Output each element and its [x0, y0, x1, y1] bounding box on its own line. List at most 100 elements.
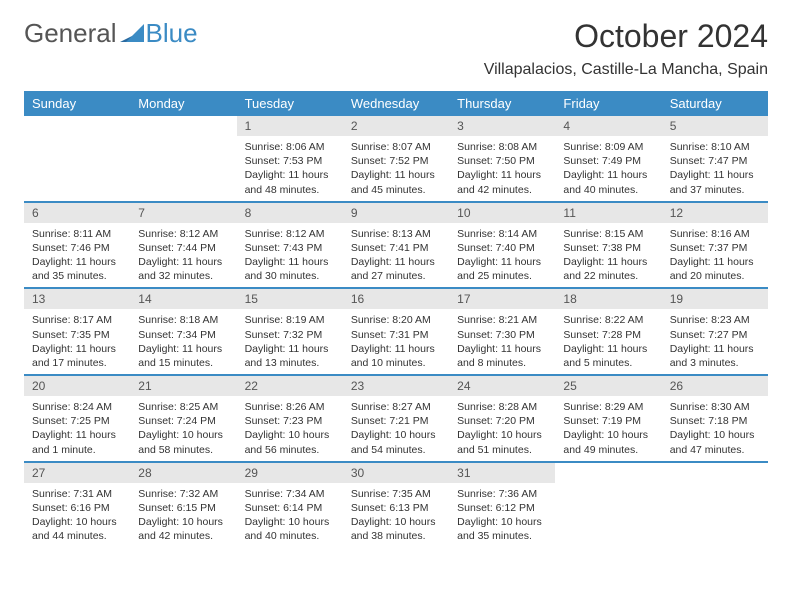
day-body: Sunrise: 8:28 AMSunset: 7:20 PMDaylight:… [449, 396, 555, 461]
day-cell: 18Sunrise: 8:22 AMSunset: 7:28 PMDayligh… [555, 289, 661, 374]
title-block: October 2024 Villapalacios, Castille-La … [484, 18, 768, 79]
day-header-cell: Sunday [24, 91, 130, 116]
daylight-line: Daylight: 10 hours and 44 minutes. [32, 515, 122, 543]
sunset-line: Sunset: 7:37 PM [670, 241, 760, 255]
logo-text-blue: Blue [146, 18, 198, 49]
week-row: 20Sunrise: 8:24 AMSunset: 7:25 PMDayligh… [24, 374, 768, 461]
daylight-line: Daylight: 10 hours and 42 minutes. [138, 515, 228, 543]
sunrise-line: Sunrise: 8:11 AM [32, 227, 122, 241]
day-body: Sunrise: 8:07 AMSunset: 7:52 PMDaylight:… [343, 136, 449, 201]
day-cell: 23Sunrise: 8:27 AMSunset: 7:21 PMDayligh… [343, 376, 449, 461]
day-header-cell: Tuesday [237, 91, 343, 116]
daylight-line: Daylight: 11 hours and 13 minutes. [245, 342, 335, 370]
sunrise-line: Sunrise: 8:09 AM [563, 140, 653, 154]
daylight-line: Daylight: 10 hours and 51 minutes. [457, 428, 547, 456]
day-body: Sunrise: 8:11 AMSunset: 7:46 PMDaylight:… [24, 223, 130, 288]
day-body: Sunrise: 8:23 AMSunset: 7:27 PMDaylight:… [662, 309, 768, 374]
day-body: Sunrise: 8:16 AMSunset: 7:37 PMDaylight:… [662, 223, 768, 288]
day-body: Sunrise: 8:06 AMSunset: 7:53 PMDaylight:… [237, 136, 343, 201]
day-number: 28 [130, 463, 236, 483]
day-body: Sunrise: 8:14 AMSunset: 7:40 PMDaylight:… [449, 223, 555, 288]
day-cell: 28Sunrise: 7:32 AMSunset: 6:15 PMDayligh… [130, 463, 236, 548]
day-body: Sunrise: 8:26 AMSunset: 7:23 PMDaylight:… [237, 396, 343, 461]
sunrise-line: Sunrise: 8:06 AM [245, 140, 335, 154]
day-number: 18 [555, 289, 661, 309]
sunrise-line: Sunrise: 8:10 AM [670, 140, 760, 154]
sunrise-line: Sunrise: 8:20 AM [351, 313, 441, 327]
day-header-cell: Friday [555, 91, 661, 116]
sunrise-line: Sunrise: 8:25 AM [138, 400, 228, 414]
day-cell: 16Sunrise: 8:20 AMSunset: 7:31 PMDayligh… [343, 289, 449, 374]
day-body: Sunrise: 8:15 AMSunset: 7:38 PMDaylight:… [555, 223, 661, 288]
daylight-line: Daylight: 11 hours and 15 minutes. [138, 342, 228, 370]
day-cell: 12Sunrise: 8:16 AMSunset: 7:37 PMDayligh… [662, 203, 768, 288]
day-number: 17 [449, 289, 555, 309]
daylight-line: Daylight: 11 hours and 22 minutes. [563, 255, 653, 283]
day-number: 1 [237, 116, 343, 136]
day-cell: 7Sunrise: 8:12 AMSunset: 7:44 PMDaylight… [130, 203, 236, 288]
day-cell [24, 116, 130, 201]
sunset-line: Sunset: 7:18 PM [670, 414, 760, 428]
sunset-line: Sunset: 6:13 PM [351, 501, 441, 515]
sunrise-line: Sunrise: 8:27 AM [351, 400, 441, 414]
day-cell: 6Sunrise: 8:11 AMSunset: 7:46 PMDaylight… [24, 203, 130, 288]
day-body: Sunrise: 8:10 AMSunset: 7:47 PMDaylight:… [662, 136, 768, 201]
day-body: Sunrise: 8:09 AMSunset: 7:49 PMDaylight:… [555, 136, 661, 201]
day-body: Sunrise: 8:30 AMSunset: 7:18 PMDaylight:… [662, 396, 768, 461]
sunset-line: Sunset: 7:25 PM [32, 414, 122, 428]
daylight-line: Daylight: 11 hours and 8 minutes. [457, 342, 547, 370]
day-body: Sunrise: 8:13 AMSunset: 7:41 PMDaylight:… [343, 223, 449, 288]
daylight-line: Daylight: 11 hours and 1 minute. [32, 428, 122, 456]
daylight-line: Daylight: 10 hours and 38 minutes. [351, 515, 441, 543]
sunrise-line: Sunrise: 8:24 AM [32, 400, 122, 414]
sunrise-line: Sunrise: 7:34 AM [245, 487, 335, 501]
day-body: Sunrise: 8:08 AMSunset: 7:50 PMDaylight:… [449, 136, 555, 201]
header: General Blue October 2024 Villapalacios,… [24, 18, 768, 79]
day-cell [130, 116, 236, 201]
day-number: 29 [237, 463, 343, 483]
day-number: 26 [662, 376, 768, 396]
sunset-line: Sunset: 7:50 PM [457, 154, 547, 168]
calendar-page: General Blue October 2024 Villapalacios,… [0, 0, 792, 612]
day-number: 9 [343, 203, 449, 223]
day-number: 23 [343, 376, 449, 396]
sunrise-line: Sunrise: 8:08 AM [457, 140, 547, 154]
day-header-cell: Saturday [662, 91, 768, 116]
day-cell: 15Sunrise: 8:19 AMSunset: 7:32 PMDayligh… [237, 289, 343, 374]
day-cell: 11Sunrise: 8:15 AMSunset: 7:38 PMDayligh… [555, 203, 661, 288]
day-cell: 21Sunrise: 8:25 AMSunset: 7:24 PMDayligh… [130, 376, 236, 461]
sunset-line: Sunset: 6:16 PM [32, 501, 122, 515]
sunrise-line: Sunrise: 8:28 AM [457, 400, 547, 414]
day-number: 31 [449, 463, 555, 483]
sunset-line: Sunset: 7:20 PM [457, 414, 547, 428]
day-number: 27 [24, 463, 130, 483]
week-row: 27Sunrise: 7:31 AMSunset: 6:16 PMDayligh… [24, 461, 768, 548]
day-number: 8 [237, 203, 343, 223]
day-body: Sunrise: 7:32 AMSunset: 6:15 PMDaylight:… [130, 483, 236, 548]
day-body: Sunrise: 8:24 AMSunset: 7:25 PMDaylight:… [24, 396, 130, 461]
sunset-line: Sunset: 7:38 PM [563, 241, 653, 255]
daylight-line: Daylight: 11 hours and 27 minutes. [351, 255, 441, 283]
day-header-row: SundayMondayTuesdayWednesdayThursdayFrid… [24, 91, 768, 116]
sunset-line: Sunset: 7:47 PM [670, 154, 760, 168]
sunset-line: Sunset: 7:34 PM [138, 328, 228, 342]
location: Villapalacios, Castille-La Mancha, Spain [484, 61, 768, 79]
logo-text-general: General [24, 18, 117, 49]
day-cell: 3Sunrise: 8:08 AMSunset: 7:50 PMDaylight… [449, 116, 555, 201]
day-body: Sunrise: 7:36 AMSunset: 6:12 PMDaylight:… [449, 483, 555, 548]
sunrise-line: Sunrise: 7:32 AM [138, 487, 228, 501]
day-number: 6 [24, 203, 130, 223]
daylight-line: Daylight: 10 hours and 54 minutes. [351, 428, 441, 456]
day-cell: 14Sunrise: 8:18 AMSunset: 7:34 PMDayligh… [130, 289, 236, 374]
calendar: SundayMondayTuesdayWednesdayThursdayFrid… [24, 91, 768, 547]
day-cell: 9Sunrise: 8:13 AMSunset: 7:41 PMDaylight… [343, 203, 449, 288]
day-cell: 20Sunrise: 8:24 AMSunset: 7:25 PMDayligh… [24, 376, 130, 461]
sunset-line: Sunset: 6:14 PM [245, 501, 335, 515]
day-number: 13 [24, 289, 130, 309]
day-body: Sunrise: 8:12 AMSunset: 7:44 PMDaylight:… [130, 223, 236, 288]
day-number: 3 [449, 116, 555, 136]
daylight-line: Daylight: 11 hours and 37 minutes. [670, 168, 760, 196]
daylight-line: Daylight: 11 hours and 40 minutes. [563, 168, 653, 196]
sunrise-line: Sunrise: 8:23 AM [670, 313, 760, 327]
daylight-line: Daylight: 11 hours and 30 minutes. [245, 255, 335, 283]
